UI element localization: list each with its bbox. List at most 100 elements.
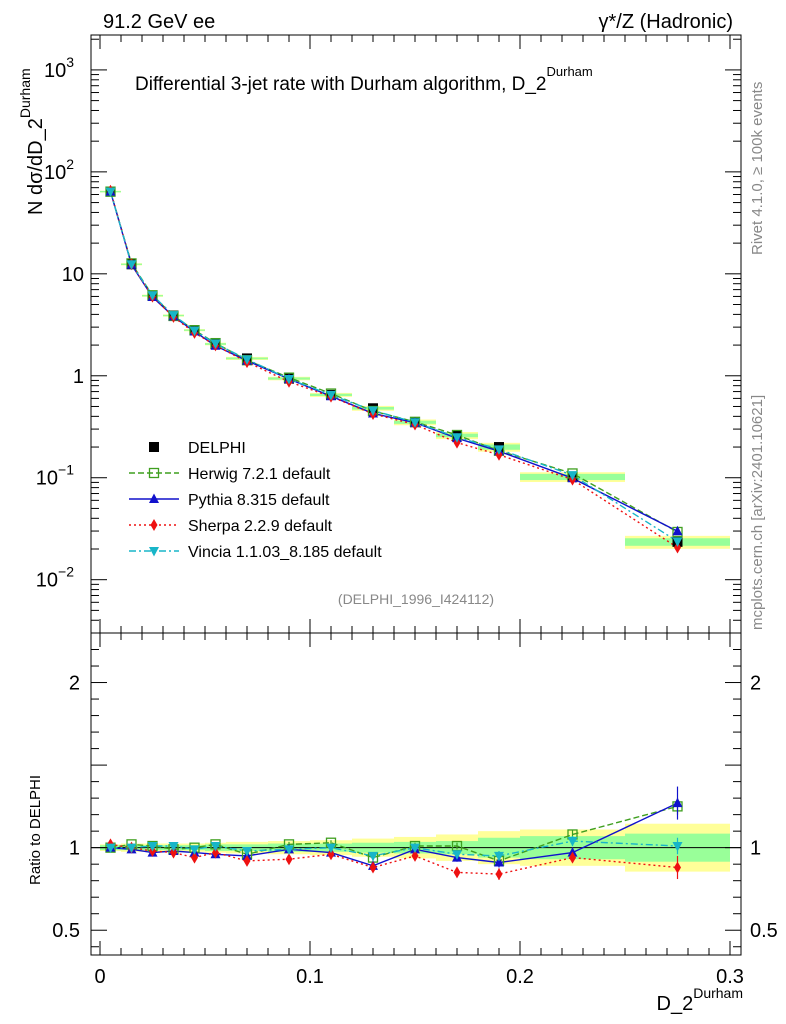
y-axis-label-superscript: Durham <box>17 68 33 118</box>
chart-title-text: Differential 3-jet rate with Durham algo… <box>135 74 547 95</box>
main-point-sherpa <box>674 541 681 554</box>
main-point-vincia <box>368 406 378 417</box>
legend: DELPHI Herwig 7.2.1 default Pythia 8.315 d… <box>129 440 382 561</box>
main-data-points <box>105 184 683 554</box>
y-tick-base: 1 <box>73 366 84 388</box>
y-tick-exponent: −1 <box>58 462 74 478</box>
main-point-vincia <box>189 326 200 337</box>
legend-label-herwig: Herwig 7.2.1 default <box>188 466 331 483</box>
main-point-vincia <box>168 311 179 321</box>
main-point-vincia <box>494 445 504 455</box>
ratio-tick-label: 1 <box>69 838 80 860</box>
chart-title-superscript: Durham <box>547 64 593 79</box>
y-tick-label: 10 <box>62 264 84 286</box>
y-tick-base: 10 <box>62 264 84 286</box>
ratio-axis-ticks: 0 0.1 0.2 0.3 0.5 0.5 1 1 2 2 <box>52 632 778 988</box>
ratio-point-vincia <box>368 851 378 862</box>
main-point-vincia <box>126 260 137 270</box>
x-tick-label: 0 <box>94 966 105 988</box>
legend-label-sherpa: Sherpa 2.2.9 default <box>188 518 333 535</box>
legend-marker-sherpa <box>150 519 158 531</box>
ratio-point-sherpa <box>411 849 419 862</box>
x-tick-label: 0.2 <box>506 966 534 988</box>
y-tick-label: 102 <box>44 156 74 184</box>
ratio-point-sherpa <box>674 861 681 874</box>
y-tick-base: 10 <box>44 60 66 82</box>
main-point-vincia <box>410 418 420 428</box>
ratio-point-vincia <box>494 851 504 862</box>
ratio-axis-label: Ratio to DELPHI <box>27 775 44 885</box>
legend-label-delphi: DELPHI <box>188 440 246 457</box>
ratio-points <box>105 786 683 881</box>
ratio-point-sherpa <box>170 846 177 859</box>
ratio-tick-label: 0.5 <box>52 920 80 942</box>
x-axis-label: D_2Durham <box>657 985 744 1015</box>
ratio-point-sherpa <box>569 851 576 864</box>
ratio-point-sherpa <box>212 846 219 859</box>
main-point-vincia <box>567 471 578 481</box>
legend-marker-pythia <box>149 493 159 503</box>
ratio-point-vincia <box>567 837 578 847</box>
main-point-vincia <box>105 187 116 198</box>
ratio-point-vincia <box>168 842 179 852</box>
y-tick-base: 10 <box>36 468 58 490</box>
main-line-sherpa <box>109 190 678 549</box>
ratio-point-pythia <box>672 797 683 808</box>
ratio-point-vincia <box>105 843 116 854</box>
ratio-point-vincia <box>210 842 221 852</box>
ratio-point-vincia <box>452 850 462 860</box>
main-point-vincia <box>672 537 683 547</box>
main-point-vincia <box>326 390 336 401</box>
header-process-label: γ*/Z (Hadronic) <box>599 11 733 33</box>
ratio-point-sherpa <box>369 861 377 874</box>
ratio-tick-label-right: 2 <box>750 673 761 695</box>
ratio-point-sherpa <box>327 848 335 861</box>
ratio-point-vincia <box>410 843 420 854</box>
ratio-point-vincia <box>326 843 336 854</box>
ratio-point-vincia <box>126 843 137 854</box>
y-tick-label: 103 <box>44 54 74 82</box>
y-tick-base: 10 <box>36 570 58 592</box>
side-mcplots-label: mcplots.cern.ch [arXiv:2401.10621] <box>749 395 766 630</box>
ratio-point-vincia <box>189 845 200 855</box>
main-point-vincia <box>284 374 294 385</box>
chart-title: Differential 3-jet rate with Durham algo… <box>135 64 593 95</box>
legend-marker-herwig <box>148 467 160 479</box>
main-point-vincia <box>210 339 221 350</box>
ratio-tick-label-right: 0.5 <box>750 920 778 942</box>
ratio-tick-label: 2 <box>69 673 80 695</box>
ratio-point-sherpa <box>285 853 293 866</box>
ratio-panel-frame <box>90 632 742 956</box>
x-tick-label: 0.3 <box>716 966 744 988</box>
main-point-vincia <box>452 433 462 443</box>
side-rivet-label: Rivet 4.1.0, ≥ 100k events <box>749 82 766 255</box>
ratio-point-vincia <box>242 846 252 857</box>
y-tick-exponent: 3 <box>66 54 74 70</box>
y-tick-exponent: −2 <box>58 564 74 580</box>
y-tick-exponent: 2 <box>66 156 74 172</box>
ratio-point-sherpa <box>495 868 503 881</box>
y-tick-base: 10 <box>44 162 66 184</box>
y-axis-label: N dσ/dD_2Durham <box>17 68 47 215</box>
ratio-point-sherpa <box>191 851 198 864</box>
x-axis-label-text: D_2 <box>657 993 694 1015</box>
y-tick-label: 10−2 <box>36 564 74 592</box>
y-tick-label: 1 <box>73 366 84 388</box>
analysis-watermark: (DELPHI_1996_I424112) <box>338 591 494 607</box>
ratio-point-sherpa <box>243 854 251 867</box>
ratio-point-vincia <box>147 842 158 852</box>
legend-label-vincia: Vincia 1.1.03_8.185 default <box>188 544 382 561</box>
header-energy-label: 91.2 GeV ee <box>103 11 215 33</box>
ratio-point-vincia <box>672 842 683 852</box>
ratio-line-vincia <box>110 840 678 857</box>
main-point-vincia <box>147 291 158 301</box>
x-tick-label: 0.1 <box>296 966 324 988</box>
main-point-vincia <box>242 355 252 365</box>
legend-marker-vincia <box>149 547 159 557</box>
ratio-point-vincia <box>284 845 294 855</box>
ratio-point-pythia <box>494 857 504 867</box>
legend-label-pythia: Pythia 8.315 default <box>188 492 330 509</box>
legend-marker-delphi <box>149 442 159 452</box>
